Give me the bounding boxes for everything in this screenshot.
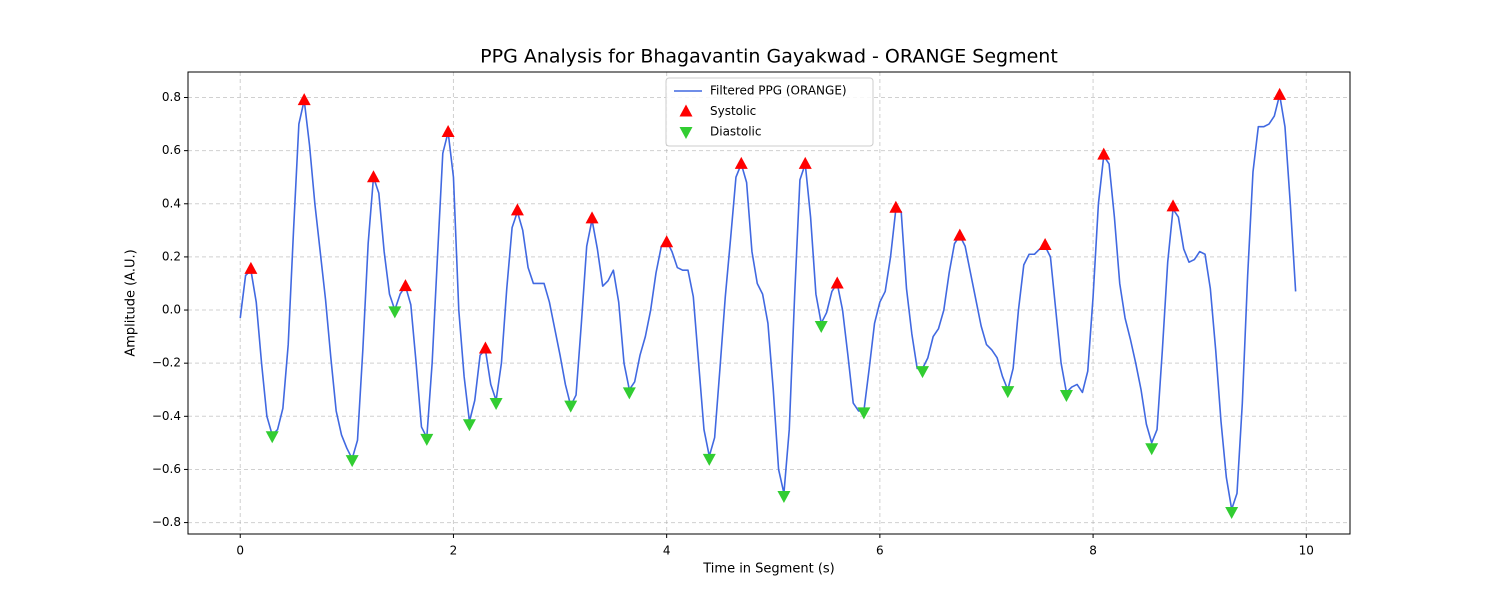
y-tick-label: 0.8 <box>162 90 181 104</box>
diastolic-marker <box>420 433 434 446</box>
y-tick-label: 0.6 <box>162 143 181 157</box>
diastolic-marker <box>777 491 791 504</box>
y-tick-label: −0.6 <box>152 462 181 476</box>
x-tick-label: 2 <box>450 544 458 558</box>
diastolic-marker <box>622 387 636 400</box>
systolic-marker <box>830 276 844 289</box>
systolic-marker <box>798 156 812 169</box>
systolic-marker <box>1038 237 1052 250</box>
y-tick-label: 0.4 <box>162 196 181 210</box>
x-axis-label: Time in Segment (s) <box>702 562 834 577</box>
y-axis-label: Amplitude (A.U.) <box>124 249 139 356</box>
systolic-marker <box>297 93 311 106</box>
y-tick-label: 0.0 <box>162 303 181 317</box>
x-tick-label: 6 <box>876 544 884 558</box>
systolic-marker <box>889 200 903 213</box>
systolic-marker <box>510 203 524 216</box>
diastolic-marker <box>1001 386 1015 399</box>
systolic-marker <box>734 156 748 169</box>
y-tick-label: −0.8 <box>152 515 181 529</box>
legend-handle <box>679 104 693 117</box>
diastolic-marker <box>265 431 279 444</box>
diastolic-marker <box>1225 506 1239 519</box>
legend-label: Systolic <box>710 104 756 118</box>
systolic-marker <box>953 228 967 241</box>
legend-handle <box>679 127 693 139</box>
x-tick-label: 4 <box>663 544 671 558</box>
diastolic-marker <box>345 455 359 468</box>
diastolic-marker <box>857 407 871 420</box>
systolic-marker <box>366 170 380 183</box>
diastolic-marker <box>564 400 578 413</box>
systolic-marker <box>1166 199 1180 212</box>
systolic-marker <box>478 341 492 354</box>
chart-title: PPG Analysis for Bhagavantin Gayakwad - … <box>480 46 1058 68</box>
systolic-marker <box>244 261 258 274</box>
diastolic-marker <box>1145 443 1159 456</box>
y-tick-label: 0.2 <box>162 249 181 263</box>
systolic-marker <box>398 279 412 292</box>
x-tick-label: 10 <box>1299 544 1314 558</box>
systolic-marker <box>660 235 674 248</box>
diastolic-marker <box>388 306 402 319</box>
ppg-line <box>239 94 1297 511</box>
diastolic-marker <box>489 398 503 411</box>
y-tick-label: −0.2 <box>152 356 181 370</box>
x-tick-label: 8 <box>1089 544 1097 558</box>
legend-label: Filtered PPG (ORANGE) <box>710 84 847 98</box>
legend: Filtered PPG (ORANGE) Systolic Diastolic <box>665 77 874 147</box>
systolic-marker <box>1273 87 1287 100</box>
legend-label: Diastolic <box>710 125 762 139</box>
plot-area <box>239 87 1297 519</box>
systolic-marker <box>1097 147 1111 160</box>
legend-box <box>665 77 874 147</box>
diastolic-marker <box>814 320 828 333</box>
diastolic-marker <box>1059 390 1073 403</box>
x-tick-label: 0 <box>236 544 244 558</box>
y-tick-label: −0.4 <box>152 409 181 423</box>
diastolic-marker <box>462 419 476 432</box>
systolic-marker <box>441 125 455 138</box>
diastolic-marker <box>916 366 930 379</box>
systolic-marker <box>585 211 599 224</box>
diastolic-marker <box>702 453 716 466</box>
axes-frame <box>187 71 1351 535</box>
